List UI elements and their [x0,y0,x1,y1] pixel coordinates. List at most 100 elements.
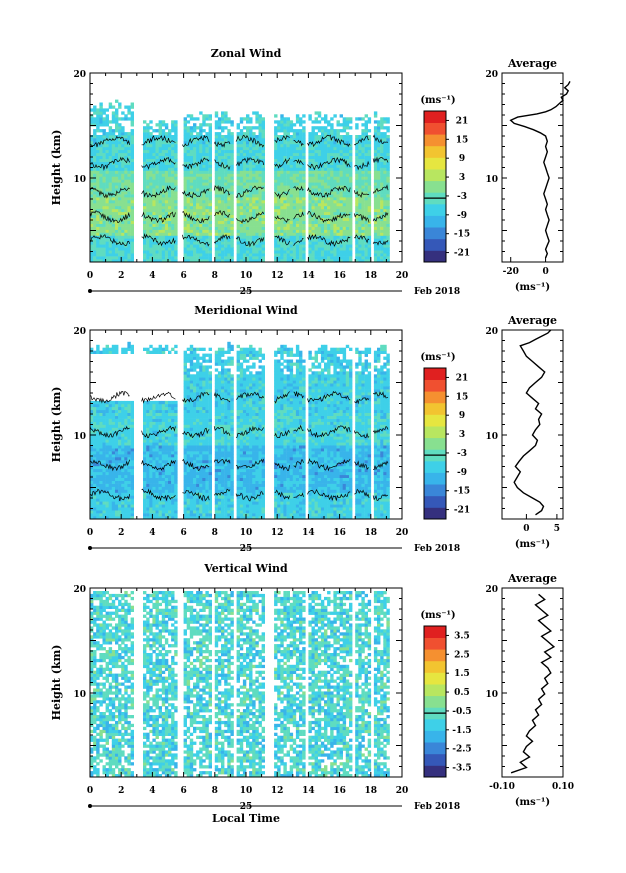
colorbar-tick-label: -2.5 [452,745,471,755]
panel-title: Meridional Wind [194,304,298,317]
y-axis: 20 10 Height (km) [50,70,402,263]
profile-y-tick: 20 [485,327,498,337]
colorbar-tick-label: 2.5 [454,650,470,660]
profile-y-tick: 10 [485,175,498,185]
x-tick-label: 0 [87,271,93,281]
colorbar-tick-label: 3.5 [454,631,470,641]
colorbar-tick-label: -3.5 [452,764,471,774]
profile-x-tick: 0.10 [552,782,574,792]
profile-x-tick: 0 [542,267,548,277]
profile-x-tick: 5 [554,524,560,534]
colorbar-tick-label: -15 [454,487,470,497]
average-profile: Average 20 10 -20 0 (ms⁻¹) [485,57,571,293]
x-tick-label: 10 [240,786,253,796]
x-tick-label: 8 [212,528,218,538]
colorbar-tick-label: -21 [454,506,470,516]
colorbar: (ms⁻¹)21 15 9 3 -3 -9 -15 -21 [420,95,470,263]
y-tick-label: 20 [73,585,86,595]
date-axis: 25 Feb 2018 [88,802,460,812]
x-tick-label: 20 [396,528,409,538]
colorbar-tick-label: 21 [456,116,469,126]
y-tick-label: 10 [73,690,86,700]
colorbar-tick-label: -9 [457,468,467,478]
y-axis: 20 10 Height (km) [50,585,402,778]
x-tick-label: 2 [118,786,124,796]
profile-x-tick: 0 [523,524,529,534]
colorbar-tick-label: 15 [456,135,469,145]
colorbar-tick-label: -15 [454,230,470,240]
y-axis-label: Height (km) [50,645,63,721]
colorbar-unit: (ms⁻¹) [420,352,455,363]
contour-lines [89,134,389,248]
profile-frame [501,587,564,778]
colorbar-tick-label: -0.5 [452,707,471,717]
day-label: 25 [240,802,253,812]
colorbar-tick-label: 3 [459,173,465,183]
x-tick-label: 20 [396,786,409,796]
panel-title: Zonal Wind [211,47,282,60]
x-axis: 0 2 4 6 8 10 12 14 16 18 20 [87,330,408,538]
colorbar-tick-label: 9 [459,154,465,164]
date-label: Feb 2018 [414,287,460,297]
x-tick-label: 16 [333,528,346,538]
colorbar-tick-label: -9 [457,211,467,221]
y-tick-label: 20 [73,327,86,337]
x-tick-label: 16 [333,786,346,796]
x-axis-label: Local Time [212,812,280,825]
y-tick-label: 10 [73,175,86,185]
panel-zonal: Zonal Wind 0 2 4 6 8 10 12 14 16 18 20 25 Feb 2018 20 1… [50,47,571,297]
profile-y-tick: 20 [485,70,498,80]
date-label: Feb 2018 [414,802,460,812]
y-axis-label: Height (km) [50,130,63,206]
x-tick-label: 10 [240,528,253,538]
profile-y-tick: 20 [485,585,498,595]
panel-title: Vertical Wind [203,562,288,575]
profile-line [513,329,552,516]
x-tick-label: 14 [302,786,315,796]
x-tick-label: 14 [302,271,315,281]
x-tick-label: 6 [180,528,186,538]
profile-title: Average [507,57,557,70]
x-tick-label: 18 [365,271,378,281]
colorbar-tick-label: 21 [456,373,469,383]
y-axis-label: Height (km) [50,387,63,463]
colorbar-tick-label: 9 [459,411,465,421]
x-tick-label: 14 [302,528,315,538]
colorbar-unit: (ms⁻¹) [420,95,455,106]
colorbar-tick-label: -3 [457,449,467,459]
colorbar-tick-label: 3 [459,430,465,440]
profile-y-tick: 10 [485,432,498,442]
profile-title: Average [507,572,557,585]
date-label: Feb 2018 [414,544,460,554]
x-tick-label: 0 [87,528,93,538]
colorbar-tick-label: -1.5 [452,726,471,736]
profile-x-label: (ms⁻¹) [515,539,550,550]
colorbar-tick-label: 1.5 [454,669,470,679]
heatmap-cells [90,99,390,263]
x-tick-label: 16 [333,271,346,281]
colorbar-tick-label: -21 [454,249,470,259]
heatmap-cells [90,341,390,520]
colorbar-tick-label: 15 [456,392,469,402]
x-tick-label: 18 [365,528,378,538]
colorbar-tick-label: -3 [457,192,467,202]
average-profile: Average 20 10 0 5 (ms⁻¹) [485,314,564,550]
x-tick-label: 4 [149,271,155,281]
x-tick-label: 8 [212,271,218,281]
average-profile: Average 20 10 -0.10 0.10(ms⁻¹) [485,572,573,808]
x-tick-label: 6 [180,271,186,281]
y-axis: 20 10 Height (km) [50,327,402,520]
profile-line [510,593,556,774]
x-tick-label: 20 [396,271,409,281]
colorbar-unit: (ms⁻¹) [420,610,455,621]
x-tick-label: 10 [240,271,253,281]
x-tick-label: 12 [271,528,284,538]
x-tick-label: 6 [180,786,186,796]
date-axis: 25 Feb 2018 [88,544,460,554]
x-tick-label: 4 [149,786,155,796]
x-tick-label: 2 [118,271,124,281]
x-axis: 0 2 4 6 8 10 12 14 16 18 20 [87,588,408,796]
heatmap-cells [90,591,390,778]
x-tick-label: 12 [271,271,284,281]
